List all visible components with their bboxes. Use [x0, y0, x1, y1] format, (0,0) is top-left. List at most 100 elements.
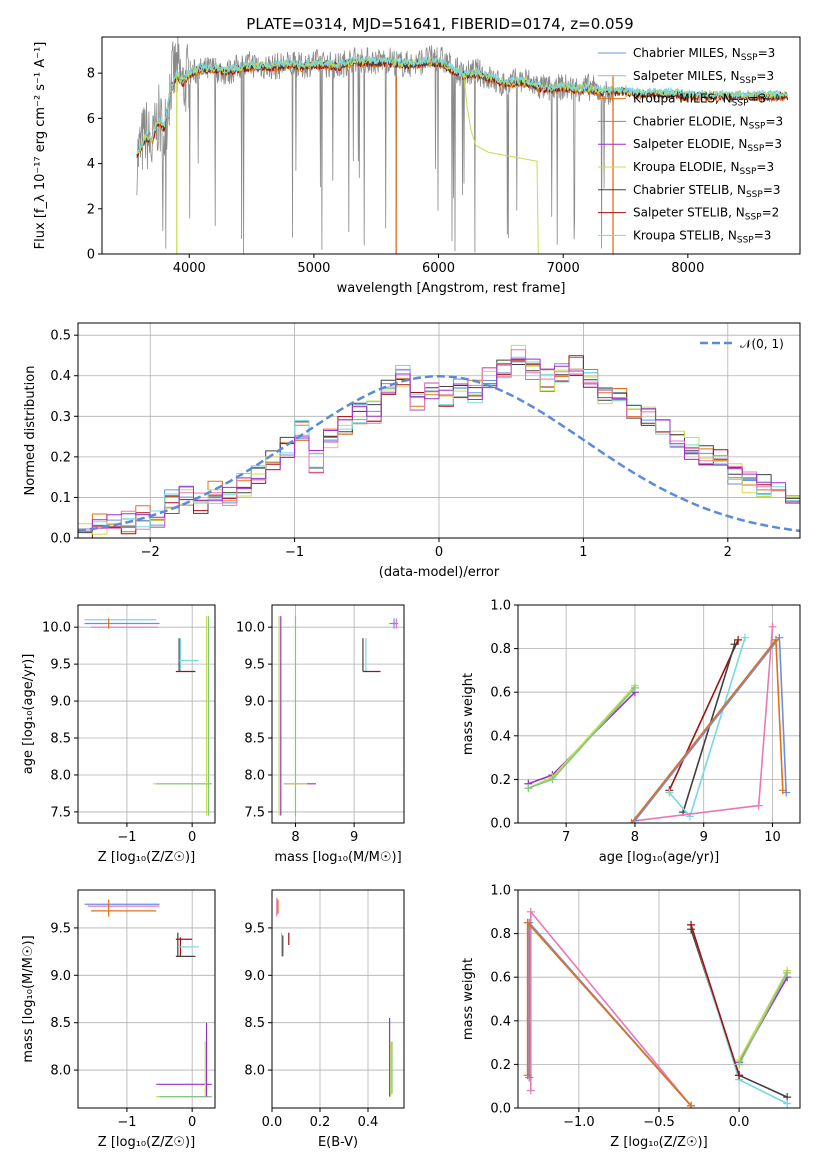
- legend-label-tail: =3: [763, 183, 781, 197]
- age-vs-mass-ytick-label: 9.0: [244, 695, 265, 710]
- mass-vs-ebv-xlabel: E(B-V): [318, 1135, 358, 1150]
- mass-weight-point: [523, 1071, 532, 1080]
- residuals-ytick-label: 0.5: [50, 329, 71, 344]
- residuals-ytick-label: 0.0: [50, 532, 71, 547]
- mass-weight-point: [730, 640, 739, 649]
- spectrum-xtick-label: 4000: [173, 261, 206, 276]
- mass-weight-line: [634, 636, 787, 822]
- age-vs-Z-ytick-label: 9.0: [50, 695, 71, 710]
- residuals-xlabel: (data-model)/error: [379, 565, 500, 580]
- figure-title: PLATE=0314, MJD=51641, FIBERID=0174, z=0…: [246, 15, 633, 33]
- weight-vs-age-panel: 7 8 9 10 0.0 0.2 0.4 0.6 0.8 1.0 age [log₁₀(age/yr…: [461, 599, 801, 865]
- mass-vs-Z-ytick-label: 8.0: [50, 1064, 71, 1079]
- normal-curve: [78, 374, 800, 533]
- weight-vs-age-xlabel: age [log₁₀(age/yr)]: [599, 850, 720, 865]
- age-vs-Z-ylabel: age [log₁₀(age/yr)]: [21, 654, 36, 775]
- mass-vs-Z-panel: −1 0 8.0 8.5 9.0 9.5 Z [log₁₀(Z/Z☉)] mass [log₁…: [21, 889, 216, 1150]
- spectrum-xtick-label: 6000: [422, 261, 455, 276]
- residual-histogram: [78, 355, 800, 538]
- legend-label-text: Salpeter MILES, N: [633, 69, 740, 83]
- legend-label-text: Kroupa ELODIE, N: [633, 160, 740, 174]
- mass-vs-Z-ytick-label: 9.5: [50, 921, 71, 936]
- weight-vs-age-xtick-label: 8: [631, 830, 639, 845]
- weight-vs-age-ytick-label: 0.8: [490, 642, 511, 657]
- mass-weight-line: [527, 685, 636, 789]
- mass-weight-point: [783, 1099, 792, 1108]
- age-vs-mass-frame: [271, 604, 405, 824]
- mass-weight-point: [735, 1060, 744, 1069]
- legend-label-tail: =3: [754, 228, 772, 242]
- age-vs-Z-xtick-label: −1: [117, 830, 136, 845]
- mass-vs-Z-frame: [77, 889, 216, 1109]
- mass-weight-line: [526, 921, 692, 1107]
- residuals-ytick-label: 0.1: [50, 491, 71, 506]
- weight-vs-Z-ylabel: mass weight: [461, 958, 476, 1040]
- age-vs-mass-ytick-label: 9.5: [244, 658, 265, 673]
- legend-label-subscript: SSP: [741, 53, 758, 63]
- weight-vs-age-frame: [517, 604, 801, 824]
- legend-label: Chabrier ELODIE, NSSP=3: [633, 114, 783, 131]
- mass-weight-line: [668, 639, 739, 791]
- weight-vs-Z-ytick-label: 0.8: [490, 927, 511, 942]
- legend-label: Kroupa ELODIE, NSSP=3: [633, 160, 774, 177]
- mass-vs-ebv-panel: 0.0 0.2 0.4 8.0 8.5 9.0 9.5 E(B-V): [244, 889, 405, 1150]
- mass-weight-point: [687, 920, 696, 929]
- legend-label: Salpeter ELODIE, NSSP=3: [633, 137, 782, 154]
- age-vs-mass-xlabel: mass [log₁₀(M/M☉)]: [274, 850, 401, 865]
- age-vs-mass-plot: [272, 605, 404, 823]
- mass-vs-Z-plot: [78, 890, 215, 1108]
- weight-vs-Z-xtick-label: −1.0: [563, 1115, 595, 1130]
- legend-label-tail: =3: [764, 137, 782, 151]
- mass-weight-line: [690, 924, 740, 1076]
- mass-weight-point: [735, 1071, 744, 1080]
- mass-weight-point: [627, 819, 636, 823]
- weight-vs-Z-ytick-label: 0.6: [490, 971, 511, 986]
- legend-label: Chabrier MILES, NSSP=3: [633, 46, 775, 63]
- weight-vs-age-ylabel: mass weight: [461, 673, 476, 755]
- age-vs-Z-xtick-label: 0: [188, 830, 196, 845]
- mass-weight-point: [548, 775, 557, 784]
- weight-vs-age-plot: [518, 605, 800, 823]
- weight-vs-Z-ytick-label: 1.0: [490, 884, 511, 899]
- spectrum-plot: [136, 37, 788, 254]
- mass-weight-point: [778, 786, 787, 795]
- residual-histogram: [78, 358, 800, 532]
- mass-vs-Z-xtick-label: 0: [188, 1115, 196, 1130]
- mass-vs-Z-ytick-label: 8.5: [50, 1016, 71, 1031]
- mass-vs-Z-xtick-label: −1: [117, 1115, 136, 1130]
- spectrum-ytick-label: 4: [87, 157, 95, 172]
- mass-weight-line: [738, 972, 788, 1065]
- spectrum-frame: [101, 36, 801, 255]
- weight-vs-Z-xtick-label: −0.5: [643, 1115, 675, 1130]
- mass-weight-point: [630, 683, 639, 692]
- weight-vs-Z-frame: [517, 889, 801, 1109]
- legend-label-tail: =3: [758, 46, 776, 60]
- residuals-xtick-label: 0: [435, 545, 443, 560]
- legend-label-tail: =3: [765, 114, 783, 128]
- spectrum-model-line: [136, 55, 788, 153]
- mass-weight-point: [524, 784, 533, 793]
- legend-label-text: Chabrier STELIB, N: [633, 183, 746, 197]
- age-vs-mass-xtick-label: 9: [350, 830, 358, 845]
- weight-vs-Z-xlabel: Z [log₁₀(Z/Z☉)]: [610, 1135, 707, 1150]
- legend-label-subscript: SSP: [740, 167, 757, 177]
- spectrum-ytick-label: 0: [87, 248, 95, 263]
- residuals-frame: [77, 322, 801, 539]
- age-vs-Z-ytick-label: 7.5: [50, 805, 71, 820]
- legend-label-subscript: SSP: [746, 190, 763, 200]
- spectrum-xlabel: wavelength [Angstrom, rest frame]: [337, 281, 566, 296]
- mass-weight-point: [740, 633, 749, 642]
- weight-vs-Z-ytick-label: 0.4: [490, 1014, 511, 1029]
- legend-label-text: Chabrier ELODIE, N: [633, 114, 749, 128]
- residual-histogram: [78, 356, 800, 530]
- legend-label: Salpeter STELIB, NSSP=2: [633, 206, 779, 223]
- age-vs-mass-panel: 8 9 7.5 8.0 8.5 9.0 9.5 10.0 mass [log₁₀(M/M☉)]: [236, 604, 405, 865]
- spectrum-ytick-label: 6: [87, 112, 95, 127]
- mass-weight-point: [525, 1073, 534, 1082]
- legend-label: Chabrier STELIB, NSSP=3: [633, 183, 781, 200]
- legend-label: 𝒩(0, 1): [740, 337, 784, 351]
- legend-label-subscript: SSP: [740, 76, 757, 86]
- spectrum-ylabel: Flux [f_λ 10⁻¹⁷ erg cm⁻² s⁻¹ A⁻¹]: [33, 42, 48, 250]
- legend-label-subscript: SSP: [732, 99, 749, 109]
